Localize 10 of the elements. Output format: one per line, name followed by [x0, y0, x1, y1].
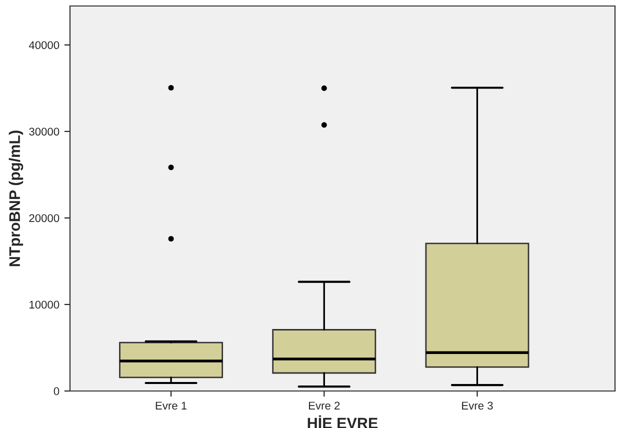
y-axis-title: NTproBNP (pg/mL) [8, 130, 24, 266]
x-tick-label: Evre 3 [462, 402, 493, 410]
y-tick-label: 20000 [29, 214, 60, 222]
y-tick-label: 30000 [29, 128, 60, 136]
x-tick-label: Evre 2 [308, 402, 340, 410]
x-tick-label: Evre 1 [156, 402, 187, 410]
y-tick-label: 10000 [30, 300, 60, 309]
y-tick-label: 0 [54, 387, 60, 396]
y-tick-label: 40000 [28, 41, 60, 50]
x-axis-title: HİE EVRE [308, 415, 378, 428]
